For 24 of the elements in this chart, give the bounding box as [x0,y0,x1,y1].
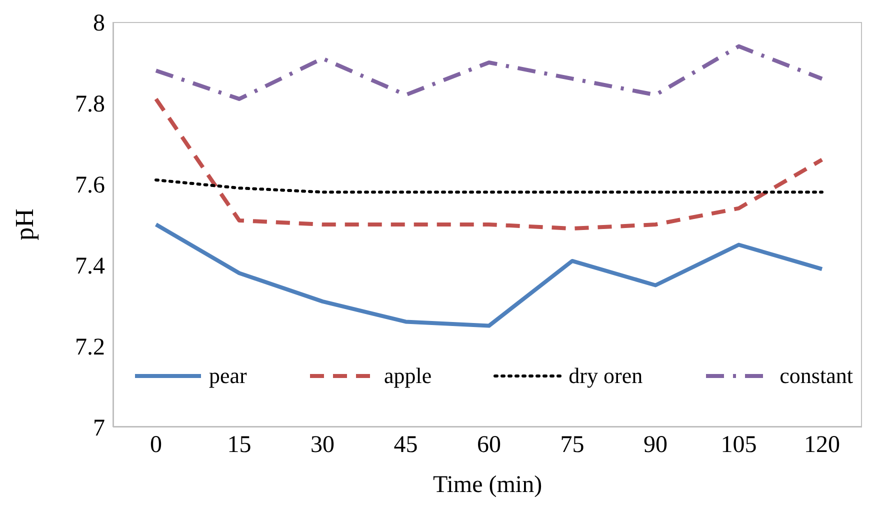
legend-label: pear [209,363,247,389]
y-tick-label: 7.6 [75,172,105,199]
y-tick-label: 7 [93,416,105,442]
line-series [154,96,824,231]
legend-label: dry oren [568,363,643,389]
line-series [154,44,824,101]
x-axis-title: Time (min) [432,472,542,498]
x-tick-label: 0 [150,432,162,458]
x-tick-label: 15 [227,432,252,458]
legend-label: apple [384,363,432,389]
x-tick-label: 75 [560,432,584,458]
y-tick-label: 7.8 [75,92,105,118]
line-series [154,222,824,328]
y-axis-title: pH [10,208,40,240]
x-tick-label: 120 [804,432,840,458]
y-tick-label: 7.2 [75,334,105,361]
legend-label: constant [780,363,853,389]
x-tick-label: 30 [310,432,334,458]
x-tick-label: 60 [477,432,501,458]
y-tick-label: 8 [93,10,105,37]
y-tick-label: 7.4 [75,254,105,280]
x-tick-label: 105 [720,432,757,458]
x-tick-label: 45 [394,432,418,458]
x-tick-label: 90 [644,432,668,458]
